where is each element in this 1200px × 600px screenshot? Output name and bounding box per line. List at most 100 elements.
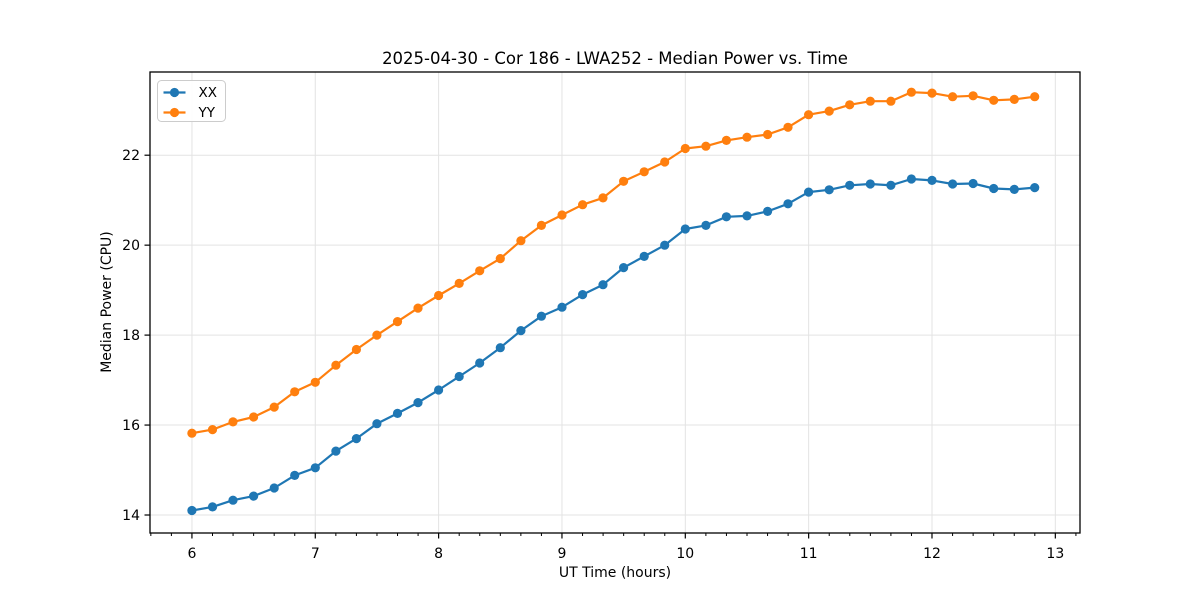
data-point-xx bbox=[824, 185, 834, 195]
data-point-yy bbox=[372, 330, 382, 340]
legend-marker-yy bbox=[169, 107, 180, 118]
data-point-yy bbox=[1030, 92, 1040, 102]
data-point-xx bbox=[536, 311, 547, 321]
data-point-xx bbox=[968, 178, 978, 189]
x-tick-label-13: 13 bbox=[1046, 546, 1064, 562]
data-point-yy bbox=[269, 402, 279, 412]
data-point-yy bbox=[660, 157, 670, 167]
data-point-xx bbox=[639, 251, 649, 261]
data-point-yy bbox=[680, 143, 690, 154]
data-point-yy bbox=[886, 96, 896, 106]
data-point-xx bbox=[886, 180, 896, 190]
data-point-yy bbox=[475, 266, 485, 276]
legend-label-yy: YY bbox=[198, 105, 216, 121]
data-point-xx bbox=[187, 505, 197, 516]
data-point-yy bbox=[701, 141, 711, 151]
tick-layer: 6 7 8 9 10 11 12 13 14 16 18 20 22 bbox=[122, 148, 1077, 562]
data-point-yy bbox=[742, 132, 752, 142]
data-point-yy bbox=[783, 122, 793, 132]
data-point-yy bbox=[763, 129, 773, 140]
data-point-yy bbox=[290, 387, 300, 397]
plot-border bbox=[149, 71, 1081, 534]
data-point-xx bbox=[1009, 184, 1019, 194]
data-point-xx bbox=[290, 470, 300, 480]
data-point-yy bbox=[927, 88, 937, 98]
data-point-yy bbox=[598, 193, 608, 203]
data-point-yy bbox=[804, 110, 814, 120]
series-line-xx bbox=[190, 177, 1036, 512]
data-point-yy bbox=[536, 220, 547, 230]
data-point-xx bbox=[598, 280, 608, 290]
data-point-xx bbox=[865, 179, 875, 189]
data-point-xx bbox=[578, 290, 588, 300]
x-tick-label-7: 7 bbox=[311, 546, 320, 562]
data-point-xx bbox=[783, 199, 793, 209]
data-point-yy bbox=[331, 360, 341, 370]
x-tick-label-10: 10 bbox=[676, 546, 694, 562]
data-point-xx bbox=[804, 187, 814, 197]
data-point-xx bbox=[927, 175, 937, 185]
data-point-xx bbox=[516, 326, 526, 336]
y-tick-label-16: 16 bbox=[122, 418, 140, 434]
data-point-yy bbox=[249, 412, 259, 422]
data-point-xx bbox=[845, 180, 855, 190]
data-point-yy bbox=[639, 167, 649, 177]
data-point-xx bbox=[763, 206, 773, 216]
data-point-xx bbox=[331, 446, 341, 456]
data-point-xx bbox=[660, 240, 670, 250]
series-layer bbox=[187, 87, 1040, 516]
data-point-yy bbox=[207, 425, 218, 435]
data-point-yy bbox=[619, 176, 629, 186]
data-point-yy bbox=[228, 417, 238, 427]
x-axis-label: UT Time (hours) bbox=[559, 565, 671, 581]
data-point-xx bbox=[906, 174, 917, 184]
data-point-yy bbox=[516, 236, 526, 246]
y-axis-label: Median Power (CPU) bbox=[99, 231, 115, 373]
x-tick-label-6: 6 bbox=[187, 546, 196, 562]
y-tick-label-18: 18 bbox=[122, 328, 140, 344]
data-point-xx bbox=[413, 398, 423, 408]
data-point-yy bbox=[948, 92, 958, 102]
y-tick-label-20: 20 bbox=[122, 238, 140, 254]
data-point-yy bbox=[968, 91, 978, 101]
data-point-yy bbox=[413, 303, 423, 313]
x-tick-label-9: 9 bbox=[558, 546, 567, 562]
data-point-yy bbox=[1009, 94, 1019, 104]
legend: XX YY bbox=[157, 80, 226, 122]
series-yy bbox=[187, 87, 1040, 438]
data-point-xx bbox=[619, 263, 629, 273]
data-point-xx bbox=[742, 211, 752, 221]
x-tick-label-8: 8 bbox=[434, 546, 443, 562]
chart-title: 2025-04-30 - Cor 186 - LWA252 - Median P… bbox=[382, 49, 848, 68]
data-point-xx bbox=[557, 302, 567, 312]
data-point-xx bbox=[351, 434, 361, 444]
data-point-yy bbox=[578, 200, 588, 210]
data-point-yy bbox=[721, 135, 732, 145]
legend-marker-xx bbox=[169, 87, 180, 98]
data-point-xx bbox=[721, 212, 732, 222]
data-point-xx bbox=[1030, 183, 1040, 193]
data-point-yy bbox=[495, 254, 505, 264]
data-point-yy bbox=[557, 210, 567, 220]
data-point-xx bbox=[680, 224, 690, 234]
data-point-yy bbox=[824, 106, 834, 116]
y-tick-label-14: 14 bbox=[122, 508, 140, 524]
data-point-xx bbox=[475, 358, 485, 368]
data-point-yy bbox=[906, 87, 917, 97]
series-xx bbox=[187, 174, 1040, 516]
data-point-yy bbox=[845, 100, 855, 110]
data-point-yy bbox=[434, 290, 444, 301]
data-point-yy bbox=[351, 344, 361, 355]
data-point-xx bbox=[989, 183, 999, 194]
x-tick-label-12: 12 bbox=[923, 546, 941, 562]
data-point-yy bbox=[865, 96, 875, 106]
data-point-xx bbox=[372, 419, 382, 429]
data-point-xx bbox=[454, 371, 464, 382]
grid-layer bbox=[150, 72, 1080, 533]
x-tick-label-11: 11 bbox=[800, 546, 818, 562]
data-point-xx bbox=[392, 408, 403, 418]
y-tick-label-22: 22 bbox=[122, 148, 140, 164]
data-point-xx bbox=[434, 385, 444, 395]
